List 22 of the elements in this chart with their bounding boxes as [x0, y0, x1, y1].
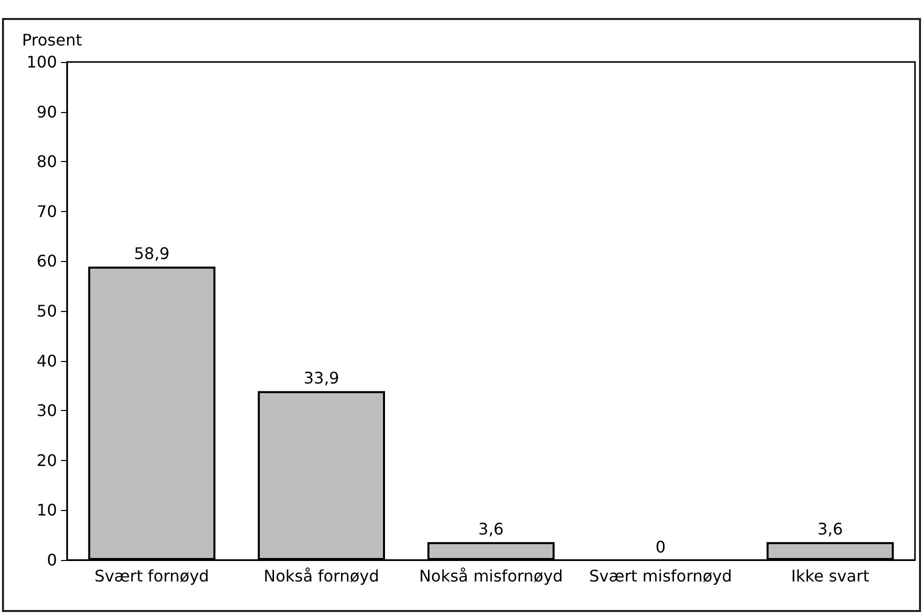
y-tick-label: 90: [36, 102, 57, 122]
y-tick-label: 20: [36, 450, 57, 470]
data-label: 0: [656, 538, 666, 556]
x-tick-label: Svært fornøyd: [94, 566, 210, 586]
data-label: 33,9: [304, 368, 340, 388]
x-tick-label: Nokså misfornøyd: [419, 566, 563, 586]
y-tick-label: 40: [36, 351, 57, 370]
y-tick-label: 30: [36, 401, 57, 420]
x-tick-label: Ikke svart: [791, 566, 870, 586]
y-tick-label: 80: [36, 152, 57, 172]
y-tick-label: 100: [26, 52, 57, 72]
y-tick-label: 0: [46, 550, 57, 570]
y-tick-label: 70: [36, 202, 57, 221]
y-tick-label: 50: [36, 302, 57, 320]
data-label: 3,6: [817, 520, 843, 539]
x-tick-label: Nokså fornøyd: [264, 566, 380, 586]
x-tick-label: Svært misfornøyd: [589, 566, 732, 586]
data-label: 3,6: [478, 520, 504, 539]
y-axis-title: Prosent: [22, 30, 82, 50]
y-tick-label: 60: [36, 252, 57, 271]
data-label: 58,9: [134, 244, 170, 264]
y-tick-label: 10: [36, 500, 57, 520]
